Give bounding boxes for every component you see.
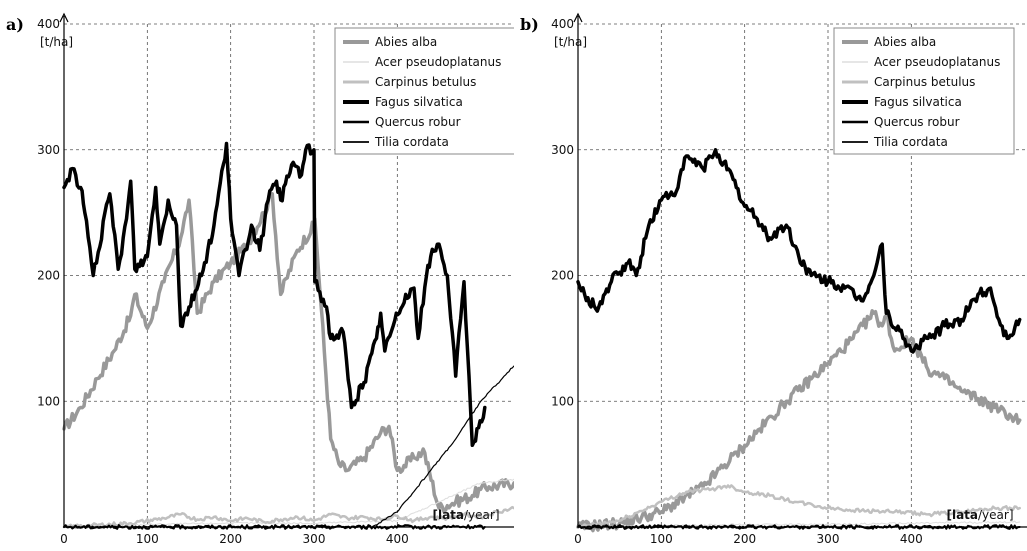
legend-label: Fagus silvatica <box>874 95 962 109</box>
series-line-abies-alba <box>576 309 1022 533</box>
legend-label: Acer pseudoplatanus <box>874 55 1000 69</box>
y-tick-label: 100 <box>37 394 60 408</box>
series-line-fagus-silvatica <box>62 141 487 448</box>
legend-label: Quercus robur <box>874 115 960 129</box>
y-axis-arrow-icon <box>59 12 69 23</box>
legend-label: Acer pseudoplatanus <box>375 55 501 69</box>
y-tick-label: 400 <box>37 17 60 31</box>
series-line-carpinus-betulus <box>576 484 1021 529</box>
panel-label: b) <box>520 15 539 34</box>
series-line-abies-alba <box>62 192 514 514</box>
x-tick-label: 100 <box>136 532 159 546</box>
x-tick-label: 0 <box>574 532 582 546</box>
x-tick-label: 300 <box>303 532 326 546</box>
y-axis-arrow-icon <box>573 12 583 23</box>
y-tick-label: 100 <box>551 394 574 408</box>
y-axis-label: [t/ha] <box>40 35 73 49</box>
legend-label: Tilia cordata <box>873 135 948 149</box>
line-chart: 0 100 200 300 400 100 200 300 400 [t/ha] [lata/yea… <box>6 12 514 546</box>
y-tick-label: 400 <box>551 17 574 31</box>
series-line-tilia-cordata <box>63 365 514 529</box>
legend: Abies alba Acer pseudoplatanus Carpinus be… <box>334 27 514 155</box>
chart-panel-a: 0 100 200 300 400 100 200 300 400 [t/ha] [lata/yea… <box>6 12 514 546</box>
series-line-acer-pseudoplatanus <box>577 520 1021 529</box>
line-chart: 0 100 200 300 400 100 200 300 400 [t/ha] [lata/yea… <box>520 12 1027 546</box>
x-tick-label: 400 <box>386 532 409 546</box>
panel-label: a) <box>6 15 24 34</box>
x-axis-label: [lata/year] <box>432 508 499 522</box>
y-tick-label: 200 <box>37 269 60 283</box>
series-line-acer-pseudoplatanus <box>63 478 514 528</box>
legend-label: Abies alba <box>375 35 437 49</box>
x-tick-label: 200 <box>733 532 756 546</box>
y-tick-label: 300 <box>551 143 574 157</box>
legend: Abies alba Acer pseudoplatanus Carpinus be… <box>833 27 1015 155</box>
series-line-fagus-silvatica <box>576 148 1022 354</box>
y-tick-label: 300 <box>37 143 60 157</box>
legend-label: Carpinus betulus <box>375 75 476 89</box>
series-line-carpinus-betulus <box>62 505 514 530</box>
legend-label: Abies alba <box>874 35 936 49</box>
x-tick-label: 0 <box>60 532 68 546</box>
x-tick-label: 200 <box>219 532 242 546</box>
legend-label: Fagus silvatica <box>375 95 463 109</box>
y-tick-label: 200 <box>551 269 574 283</box>
x-axis-label: [lata/year] <box>946 508 1013 522</box>
x-tick-label: 300 <box>817 532 840 546</box>
chart-panel-b: 0 100 200 300 400 100 200 300 400 [t/ha] [lata/yea… <box>514 0 1027 551</box>
legend-label: Quercus robur <box>375 115 461 129</box>
x-tick-label: 100 <box>650 532 673 546</box>
legend-label: Carpinus betulus <box>874 75 975 89</box>
y-axis-label: [t/ha] <box>554 35 587 49</box>
legend-label: Tilia cordata <box>374 135 449 149</box>
x-tick-label: 400 <box>900 532 923 546</box>
